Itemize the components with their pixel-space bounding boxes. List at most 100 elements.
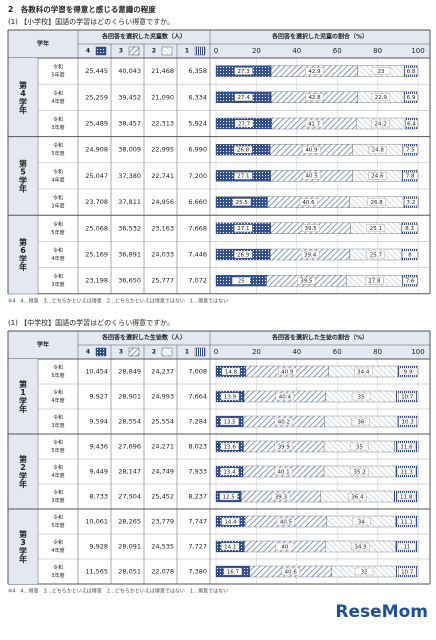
count: 22,995: [151, 146, 174, 154]
count: 25,068: [85, 224, 108, 232]
label-box: [302, 146, 321, 154]
label-box: [304, 119, 324, 128]
label-box: [368, 172, 387, 180]
percent-label: 40.9: [305, 148, 318, 154]
year: 4年度: [51, 176, 64, 183]
label-box: [233, 146, 253, 154]
label-box: [404, 67, 418, 75]
scale-label: 80: [373, 47, 382, 55]
label-box: [352, 517, 371, 526]
count: 7,727: [188, 543, 207, 551]
count: 23,163: [151, 224, 174, 232]
era: 令和: [53, 64, 63, 71]
label-box: [278, 367, 297, 376]
percent-label: 10.7: [401, 569, 414, 575]
percent-label: 6.4: [407, 121, 416, 127]
count: 8,237: [188, 493, 207, 501]
percent-label: 27.1: [237, 226, 249, 232]
header-counts: 各回答を選択した児童数（人）: [101, 33, 186, 41]
era: 令和: [53, 90, 63, 97]
label-box: [223, 567, 243, 576]
count: 25,259: [85, 93, 108, 101]
percent-label: 23: [378, 69, 385, 75]
grade-cell: [8, 58, 38, 137]
count: 28,901: [118, 393, 141, 401]
percent-label: 36.4: [351, 494, 364, 500]
era: 令和: [53, 414, 63, 421]
percent-label: 7.8: [406, 174, 415, 180]
era: 令和: [53, 489, 63, 496]
label-box: [221, 367, 241, 376]
count: 7,284: [188, 418, 207, 426]
label-box: [396, 492, 416, 501]
count: 11,565: [85, 568, 108, 576]
label-box: [404, 198, 418, 206]
label-box: [397, 517, 416, 526]
count: 7,668: [188, 224, 207, 232]
label-box: [220, 392, 240, 401]
year: 3年度: [51, 203, 64, 210]
label-box: [232, 198, 251, 206]
grade-label: 第2学年: [19, 454, 28, 489]
percent-label: 6.9: [407, 95, 416, 101]
count: 28,849: [118, 368, 141, 376]
option-swatch: [161, 347, 173, 357]
section-title: (1) 【中学校】国語の学習はどのくらい得意ですか。: [8, 318, 174, 327]
percent-label: 14.4: [224, 519, 237, 525]
count: 24,237: [151, 368, 174, 376]
percent-label: 26.8: [370, 200, 383, 206]
label-box: [234, 224, 253, 232]
year: 5年度: [51, 229, 64, 236]
percent-label: 14.1: [224, 544, 236, 550]
label-box: [366, 250, 386, 259]
count: 28,554: [118, 418, 141, 426]
percent-label: 22.9: [375, 95, 388, 101]
option-swatch: [95, 347, 107, 357]
label-box: [354, 367, 373, 376]
percent-label: 39.3: [275, 494, 288, 500]
count: 7,446: [188, 251, 207, 259]
percent-label: 11.6: [400, 444, 413, 450]
label-box: [302, 172, 321, 180]
count: 25,452: [151, 493, 174, 501]
era: 令和: [53, 439, 63, 446]
count: 25,554: [151, 418, 174, 426]
scale-label: 60: [333, 47, 342, 55]
percent-label: 41.7: [308, 121, 321, 127]
era: 令和: [53, 273, 63, 280]
count: 24,535: [151, 543, 174, 551]
year: 5年度: [51, 372, 64, 379]
label-box: [368, 146, 387, 154]
label-box: [397, 542, 417, 551]
header-grade: 学年: [37, 341, 49, 349]
count: 36,650: [118, 277, 141, 285]
option-swatch: [194, 46, 206, 56]
grade-cell: [8, 359, 38, 434]
percent-label: 40.6: [285, 569, 298, 575]
percent-label: 40.1: [277, 469, 289, 475]
scale-label: 0: [214, 47, 218, 55]
percent-label: 40.5: [306, 174, 319, 180]
count: 22,741: [151, 172, 174, 180]
percent-label: 25.7: [370, 252, 383, 258]
option-label: 4: [86, 349, 90, 356]
grade-cell: [8, 509, 38, 584]
option-label: 2: [152, 349, 156, 356]
count: 10,454: [85, 368, 108, 376]
percent-label: 40: [281, 544, 288, 550]
option-swatch: [128, 46, 140, 56]
year: 4年度: [51, 255, 64, 262]
label-box: [301, 224, 320, 232]
count: 10,061: [85, 518, 108, 526]
count: 24,271: [151, 443, 174, 451]
count: 24,033: [151, 251, 174, 259]
year: 3年度: [51, 422, 64, 429]
option-label: 4: [86, 48, 90, 55]
year: 3年度: [51, 572, 64, 579]
count: 27,504: [118, 493, 141, 501]
year: 5年度: [51, 522, 64, 529]
label-box: [397, 442, 416, 451]
percent-label: 25: [238, 279, 245, 285]
era: 令和: [53, 168, 63, 175]
